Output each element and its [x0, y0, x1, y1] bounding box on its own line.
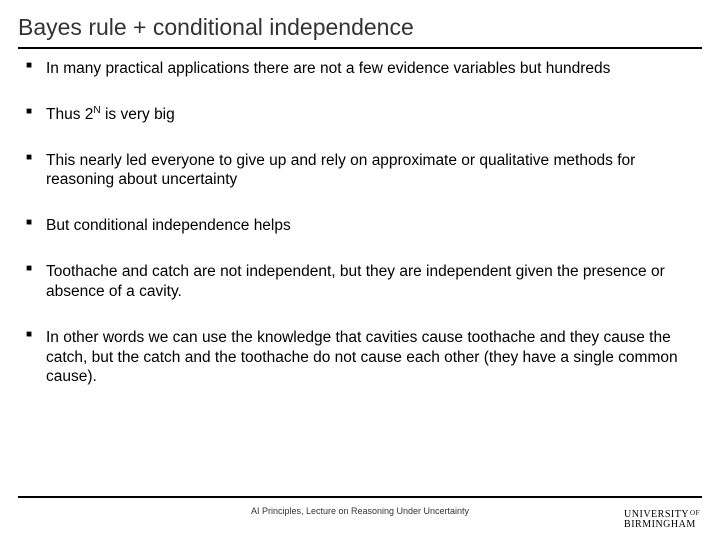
list-item: Thus 2N is very big [24, 105, 696, 125]
slide-body: In many practical applications there are… [18, 59, 702, 387]
list-item: In other words we can use the knowledge … [24, 328, 696, 387]
bullet-text: Toothache and catch are not independent,… [46, 263, 665, 300]
title-rule [18, 47, 702, 49]
bullet-list: In many practical applications there are… [24, 59, 696, 387]
footer-text: AI Principles, Lecture on Reasoning Unde… [0, 506, 720, 516]
list-item: In many practical applications there are… [24, 59, 696, 79]
logo-of: OF [690, 509, 700, 517]
university-logo: UNIVERSITYOF BIRMINGHAM [624, 510, 700, 530]
bullet-text: In many practical applications there are… [46, 60, 610, 77]
list-item: Toothache and catch are not independent,… [24, 262, 696, 302]
list-item: But conditional independence helps [24, 216, 696, 236]
footer-rule [18, 496, 702, 498]
bullet-text: This nearly led everyone to give up and … [46, 152, 635, 189]
list-item: This nearly led everyone to give up and … [24, 151, 696, 191]
bullet-text: Thus 2N is very big [46, 106, 175, 123]
logo-line2: BIRMINGHAM [624, 520, 700, 530]
bullet-text: In other words we can use the knowledge … [46, 329, 678, 386]
slide: Bayes rule + conditional independence In… [0, 0, 720, 540]
bullet-text: But conditional independence helps [46, 217, 291, 234]
slide-title: Bayes rule + conditional independence [18, 14, 702, 47]
